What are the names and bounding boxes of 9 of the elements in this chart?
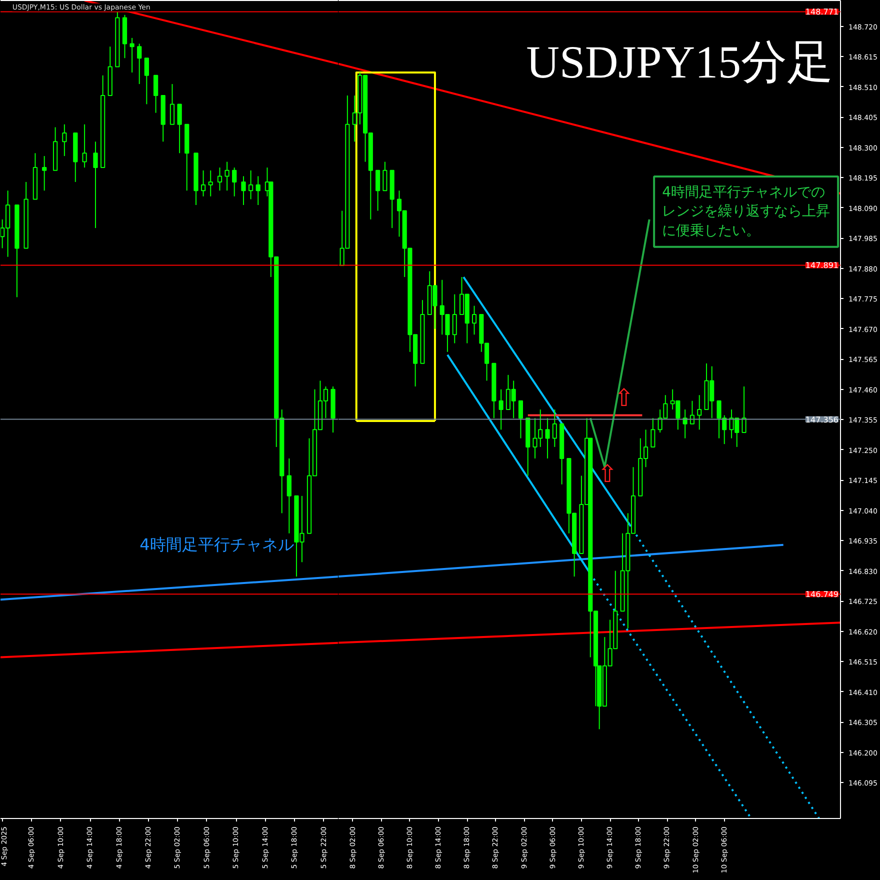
annotation: ⇧ — [597, 460, 618, 488]
ref-line-label: 147.356 — [805, 415, 839, 424]
annotation: 4時間足平行チャネルでのレンジを繰り返すなら上昇に便乗したい。 — [662, 184, 830, 239]
annotation: ⇧ — [614, 384, 634, 412]
annotation: 4時間足平行チャネル — [140, 535, 294, 554]
ref-line-label: 148.771 — [805, 8, 839, 17]
ref-line-label: 147.891 — [805, 261, 839, 270]
text: USDJPY15分足 — [526, 36, 833, 88]
ref-line-label: 146.749 — [805, 590, 839, 600]
